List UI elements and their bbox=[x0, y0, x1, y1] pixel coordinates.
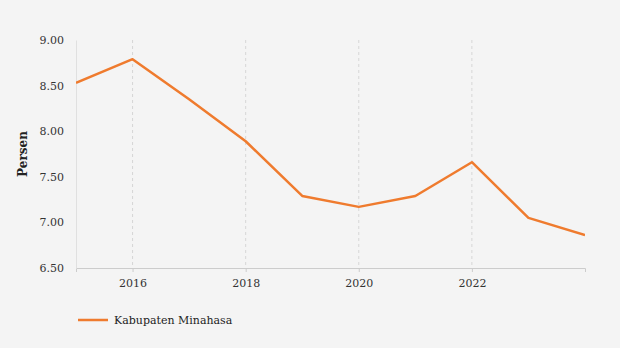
y-tick: 6.50 bbox=[40, 262, 77, 275]
y-tick: 9.00 bbox=[40, 34, 77, 47]
x-tick: 2016 bbox=[119, 268, 147, 290]
x-tick-label: 2018 bbox=[232, 277, 260, 290]
legend-item: Kabupaten Minahasa bbox=[78, 314, 233, 327]
y-tick-label: 7.00 bbox=[40, 216, 65, 229]
grid-line bbox=[471, 40, 472, 268]
x-tick-mark bbox=[359, 268, 360, 272]
y-tick-label: 8.50 bbox=[40, 80, 65, 93]
y-axis-line bbox=[76, 41, 77, 269]
x-tick-mark bbox=[246, 268, 247, 272]
y-axis: 6.50 7.00 7.50 8.00 8.50 9.00 bbox=[40, 34, 77, 275]
x-axis-line bbox=[77, 269, 586, 273]
series-group bbox=[76, 59, 585, 235]
y-tick-label: 8.00 bbox=[40, 125, 65, 138]
x-tick-label: 2020 bbox=[345, 277, 373, 290]
x-tick-label: 2016 bbox=[119, 277, 147, 290]
grid-line bbox=[358, 40, 359, 268]
x-tick-label: 2022 bbox=[458, 277, 486, 290]
grid-line bbox=[245, 40, 246, 268]
chart: 2016 2018 2020 2022 6.50 7.00 7.50 8.00 8.50 9.00… bbox=[0, 0, 620, 348]
legend: Kabupaten Minahasa bbox=[78, 314, 233, 327]
x-tick: 2018 bbox=[232, 268, 260, 290]
x-tick-mark bbox=[133, 268, 134, 272]
legend-swatch bbox=[78, 319, 108, 322]
y-tick-label: 6.50 bbox=[40, 262, 65, 275]
x-axis: 2016 2018 2020 2022 bbox=[77, 268, 586, 290]
grid bbox=[133, 40, 472, 268]
y-tick-label: 9.00 bbox=[40, 34, 65, 47]
y-axis-title: Persen bbox=[16, 131, 30, 177]
y-tick: 7.50 bbox=[40, 171, 77, 184]
y-tick: 7.00 bbox=[40, 216, 77, 229]
grid-line bbox=[132, 40, 133, 268]
x-tick-mark bbox=[472, 268, 473, 272]
plot: 2016 2018 2020 2022 6.50 7.00 7.50 8.00 8.50 9.00 bbox=[40, 34, 586, 290]
x-tick: 2020 bbox=[345, 268, 373, 290]
y-tick: 8.00 bbox=[40, 125, 77, 138]
y-tick-label: 7.50 bbox=[40, 171, 65, 184]
line bbox=[76, 59, 585, 235]
x-tick: 2022 bbox=[458, 268, 486, 290]
legend-label: Kabupaten Minahasa bbox=[114, 314, 233, 327]
y-tick: 8.50 bbox=[40, 80, 77, 93]
